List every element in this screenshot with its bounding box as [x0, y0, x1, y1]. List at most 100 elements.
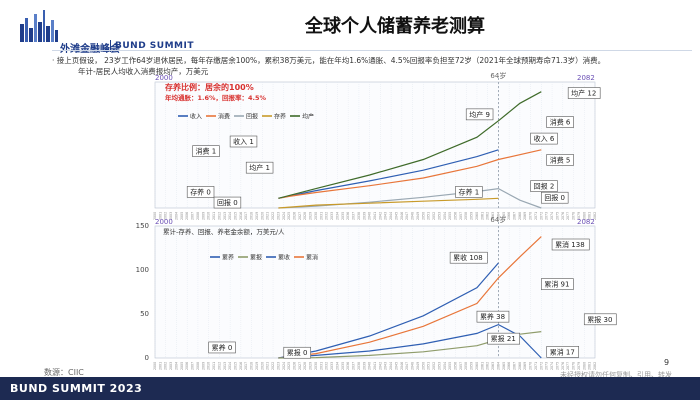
x-tick-label: 2012 [217, 212, 221, 220]
x-tick-label: 2057 [459, 362, 463, 370]
callout-box [541, 191, 569, 204]
callout-box [551, 238, 590, 251]
age-marker-label: 64岁 [490, 215, 506, 224]
logo-divider [110, 40, 111, 52]
x-tick-label: 2067 [513, 212, 517, 220]
callout-label: 累报 30 [587, 315, 612, 324]
x-tick-label: 2068 [518, 362, 522, 370]
y-tick-label: 0 [145, 354, 149, 362]
x-tick-label: 2050 [421, 362, 425, 370]
x-tick-label: 2039 [362, 212, 366, 220]
series-line-收入 [278, 149, 499, 199]
age-marker-label: 64岁 [490, 71, 506, 80]
x-tick-label: 2035 [341, 362, 345, 370]
x-tick-label: 2003 [169, 212, 173, 220]
callout-label: 消费 6 [550, 118, 571, 127]
x-tick-label: 2008 [196, 212, 200, 220]
x-tick-label: 2007 [191, 212, 195, 220]
x-tick-label: 2048 [411, 212, 415, 220]
x-tick-label: 2059 [470, 212, 474, 220]
x-tick-label: 2017 [244, 362, 248, 370]
x-tick-label: 2066 [507, 212, 511, 220]
x-tick-label: 2012 [217, 362, 221, 370]
x-tick-label: 2058 [464, 362, 468, 370]
x-tick-label: 2053 [437, 362, 441, 370]
callout-box [530, 180, 558, 192]
x-tick-label: 2060 [475, 212, 479, 220]
x-tick-label: 2013 [223, 212, 227, 220]
x-tick-label: 2046 [400, 362, 404, 370]
x-tick-label: 2025 [287, 212, 291, 220]
x-tick-label: 2015 [233, 212, 237, 220]
x-tick-label: 2078 [572, 362, 576, 370]
x-tick-label: 2006 [185, 362, 189, 370]
x-tick-label: 2025 [287, 362, 291, 370]
x-tick-label: 2077 [566, 362, 570, 370]
x-tick-label: 2026 [293, 212, 297, 220]
x-tick-label: 2082 [593, 212, 597, 220]
x-tick-label: 2002 [164, 212, 168, 220]
callout-label: 消费 1 [196, 147, 217, 156]
x-tick-label: 2014 [228, 212, 232, 220]
x-tick-label: 2071 [534, 362, 538, 370]
chart2-title: 累计-存养、回报、养老金余额，万美元/人 [163, 227, 285, 236]
callout-label: 累消 91 [544, 280, 569, 289]
x-tick-label: 2019 [255, 212, 259, 220]
y-tick-label: 50 [140, 310, 149, 318]
x-tick-label: 2036 [346, 362, 350, 370]
callout-label: 回报 0 [217, 198, 238, 207]
x-tick-label: 2020 [260, 212, 264, 220]
x-tick-label: 2058 [464, 212, 468, 220]
callout-box [583, 313, 617, 326]
annotation-sub: 年均通胀：1.6%，回报率：4.5% [165, 93, 267, 102]
callout-box [449, 251, 488, 264]
x-tick-label: 2009 [201, 362, 205, 370]
x-tick-label: 2038 [357, 212, 361, 220]
callout-label: 均产 1 [249, 163, 270, 172]
x-tick-label: 2065 [502, 362, 506, 370]
x-tick-label: 2018 [250, 362, 254, 370]
x-tick-label: 2032 [325, 362, 329, 370]
x-range-start-label: 2000 [155, 74, 173, 82]
x-tick-label: 2010 [207, 362, 211, 370]
x-tick-label: 2064 [496, 212, 500, 220]
x-tick-label: 2031 [319, 362, 323, 370]
callout-label: 收入 1 [233, 137, 254, 146]
x-tick-label: 2009 [201, 212, 205, 220]
callout-label: 累养 0 [212, 343, 233, 352]
callout-box [546, 116, 574, 128]
y-tick-label: 100 [136, 266, 149, 274]
callout-label: 回报 2 [534, 182, 555, 191]
x-tick-label: 2051 [427, 362, 431, 370]
legend-label: 累报 [250, 254, 262, 262]
x-tick-label: 2010 [207, 212, 211, 220]
x-tick-label: 2002 [164, 362, 168, 370]
bund-summit-logo: 外滩金融峰会 BUND SUMMIT [18, 10, 213, 55]
x-tick-label: 2024 [282, 212, 286, 220]
x-tick-label: 2061 [480, 362, 484, 370]
legend-label: 收入 [190, 113, 202, 121]
callout-box [465, 108, 494, 121]
x-tick-label: 2003 [169, 362, 173, 370]
callout-label: 累消 17 [550, 347, 575, 356]
x-tick-label: 2036 [346, 212, 350, 220]
logo-text-en: BUND SUMMIT [115, 41, 194, 51]
x-tick-label: 2045 [394, 362, 398, 370]
x-tick-label: 2081 [588, 362, 592, 370]
x-tick-label: 2056 [453, 362, 457, 370]
x-tick-label: 2011 [212, 362, 216, 370]
callout-box [476, 310, 510, 323]
legend-label: 累养 [222, 254, 234, 262]
x-tick-label: 2026 [293, 362, 297, 370]
callout-box [567, 87, 601, 99]
y-tick-label: 150 [136, 222, 149, 230]
x-tick-label: 2017 [244, 212, 248, 220]
x-tick-label: 2022 [271, 212, 275, 220]
x-tick-label: 2069 [523, 362, 527, 370]
x-tick-label: 2014 [228, 362, 232, 370]
x-tick-label: 2004 [174, 362, 178, 370]
x-tick-label: 2071 [534, 212, 538, 220]
x-range-start-label: 2000 [155, 218, 173, 226]
x-tick-label: 2052 [432, 212, 436, 220]
